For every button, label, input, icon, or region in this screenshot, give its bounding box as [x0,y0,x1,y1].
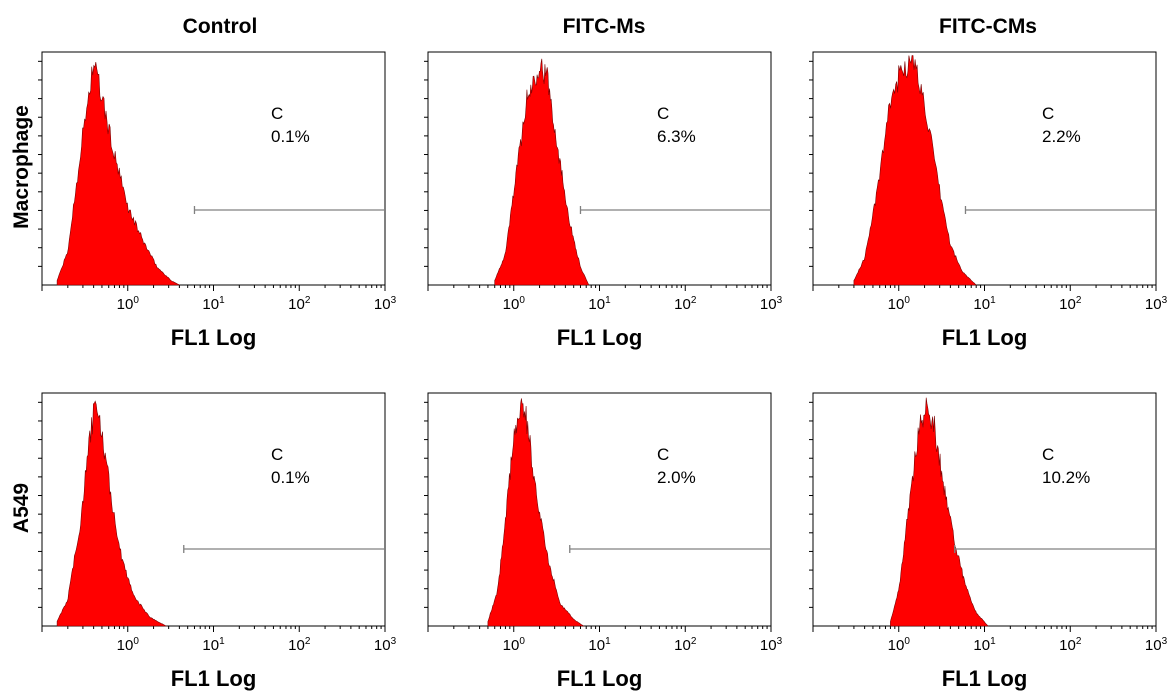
x-tick-label: 100 [117,636,140,654]
x-axis-label: FL1 Log [557,666,643,691]
histogram-panel: 100 101 102 103 FL1 Log C 6.3% [424,51,783,350]
gate-percent: 0.1% [271,468,310,487]
x-axis-label: FL1 Log [942,325,1028,350]
panel-frame [812,51,1157,286]
x-tick-label: 101 [973,295,996,313]
x-tick-label: 103 [1145,295,1168,313]
x-tick-label: 101 [588,295,611,313]
row-label-a549: A549 [10,483,33,533]
panel-frame [812,392,1157,627]
column-title-fitc-ms: FITC-Ms [563,15,646,38]
x-axis-label: FL1 Log [942,666,1028,691]
histogram-area [487,398,585,627]
gate-percent: 10.2% [1042,468,1090,487]
histogram-panel: 100 101 102 103 FL1 Log C 2.2% [809,51,1168,350]
histogram-panel: 100 101 102 103 FL1 Log C 10.2% [809,392,1168,691]
gate-percent: 0.1% [271,127,310,146]
column-title-fitc-cms: FITC-CMs [939,15,1037,38]
gate-label: C [1042,445,1054,464]
gate-label: C [271,445,283,464]
x-tick-label: 100 [503,295,526,313]
histogram-area [494,58,590,286]
gate-percent: 6.3% [657,127,696,146]
panel-grid: 100 101 102 103 FL1 Log C 0.1% 100 101 102 103 FL1 … [38,51,1168,691]
panel-frame [427,392,772,627]
histogram-area [853,55,977,286]
row-label-macrophage: Macrophage [10,105,33,229]
x-axis-label: FL1 Log [171,666,257,691]
x-tick-label: 102 [674,636,697,654]
histogram-panel: 100 101 102 103 FL1 Log C 2.0% [424,392,783,691]
x-tick-label: 102 [1059,295,1082,313]
x-tick-label: 102 [674,295,697,313]
x-tick-label: 103 [760,636,783,654]
gate-percent: 2.2% [1042,127,1081,146]
histogram-area [56,62,181,286]
x-tick-label: 102 [288,636,311,654]
x-tick-label: 100 [117,295,140,313]
histogram-area [890,397,989,627]
gate-label: C [1042,104,1054,123]
x-tick-label: 103 [760,295,783,313]
panel-frame [427,51,772,286]
x-axis-label: FL1 Log [171,325,257,350]
gate-label: C [657,104,669,123]
x-tick-label: 100 [503,636,526,654]
gate-label: C [271,104,283,123]
x-axis-label: FL1 Log [557,325,643,350]
x-tick-label: 103 [374,295,397,313]
histogram-area [56,400,168,627]
gate-label: C [657,445,669,464]
histogram-panel: 100 101 102 103 FL1 Log C 0.1% [38,51,397,350]
x-tick-label: 102 [288,295,311,313]
x-tick-label: 102 [1059,636,1082,654]
x-tick-label: 103 [374,636,397,654]
gate-percent: 2.0% [657,468,696,487]
x-tick-label: 100 [888,295,911,313]
x-tick-label: 100 [888,636,911,654]
x-tick-label: 101 [973,636,996,654]
x-tick-label: 103 [1145,636,1168,654]
x-tick-label: 101 [588,636,611,654]
x-tick-label: 101 [202,295,225,313]
column-title-control: Control [183,15,258,38]
x-tick-label: 101 [202,636,225,654]
histogram-panel: 100 101 102 103 FL1 Log C 0.1% [38,392,397,691]
